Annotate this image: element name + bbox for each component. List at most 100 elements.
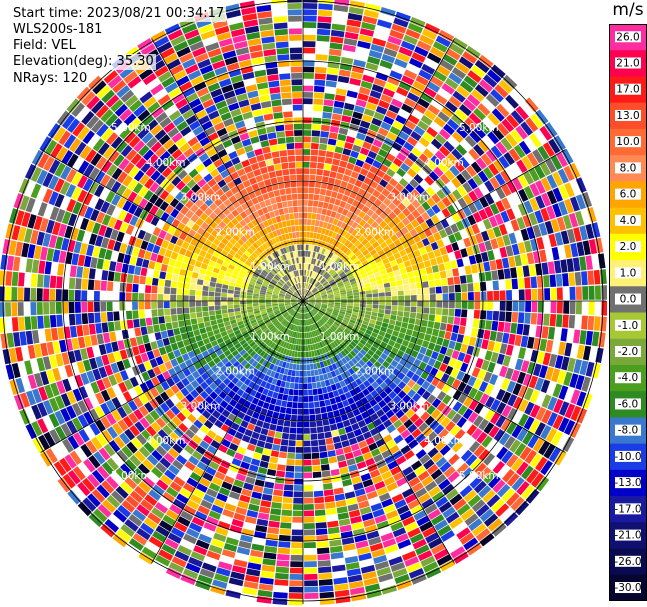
radar-gate xyxy=(142,334,150,344)
radar-gate xyxy=(394,499,407,510)
radar-gate xyxy=(242,352,250,359)
radar-gate xyxy=(564,387,575,403)
radar-gate xyxy=(246,295,253,299)
radar-gate xyxy=(164,279,172,288)
radar-gate xyxy=(316,426,324,434)
radar-gate xyxy=(291,529,303,536)
radar-gate xyxy=(387,255,396,262)
radar-gate xyxy=(362,345,370,353)
radar-gate xyxy=(407,527,421,538)
radar-gate xyxy=(199,268,207,275)
radar-gate xyxy=(424,228,433,238)
radar-gate xyxy=(522,265,530,277)
radar-gate xyxy=(333,291,340,295)
radar-gate xyxy=(359,367,367,375)
radar-gate xyxy=(219,365,228,373)
radar-gate xyxy=(454,360,463,370)
radar-gate xyxy=(407,114,420,125)
radar-gate xyxy=(421,190,431,201)
radar-gate xyxy=(178,422,189,433)
radar-gate xyxy=(365,266,372,273)
radar-gate xyxy=(87,279,95,291)
radar-gate xyxy=(340,413,349,422)
radar-gate xyxy=(501,118,515,133)
radar-gate xyxy=(290,548,303,555)
radar-gate xyxy=(278,339,283,346)
radar-gate xyxy=(448,95,462,108)
radar-gate xyxy=(499,290,506,301)
radar-gate xyxy=(555,273,563,287)
radar-gate xyxy=(448,285,455,293)
radar-gate xyxy=(391,404,401,414)
radar-gate xyxy=(288,308,294,313)
radar-gate xyxy=(332,273,339,279)
radar-gate xyxy=(399,327,407,334)
radar-gate xyxy=(376,486,389,496)
radar-gate xyxy=(334,146,344,154)
radar-gate xyxy=(410,504,424,516)
radar-gate xyxy=(512,396,524,410)
radar-gate xyxy=(341,230,348,237)
radar-gate xyxy=(361,512,374,522)
radar-gate xyxy=(360,425,370,434)
radar-gate xyxy=(88,323,96,335)
radar-gate xyxy=(145,309,152,318)
radar-gate xyxy=(506,301,513,312)
radar-gate xyxy=(424,480,438,492)
radar-gate xyxy=(228,491,241,500)
radar-gate xyxy=(160,381,170,391)
radar-gate xyxy=(408,568,425,579)
radar-gate xyxy=(214,471,226,481)
radar-gate xyxy=(395,533,409,544)
radar-gate xyxy=(434,314,442,323)
radar-gate xyxy=(585,255,593,270)
radar-gate xyxy=(124,428,136,441)
radar-gate xyxy=(325,501,336,509)
radar-gate xyxy=(289,573,303,580)
radar-gate xyxy=(334,305,341,309)
radar-gate xyxy=(236,546,251,556)
radar-gate xyxy=(289,567,303,574)
radar-gate xyxy=(255,524,268,533)
radar-gate xyxy=(308,303,315,307)
radar-gate xyxy=(341,439,350,448)
radar-gate xyxy=(460,283,468,293)
radar-gate xyxy=(342,478,353,487)
radar-gate xyxy=(304,586,319,593)
radar-gate xyxy=(393,471,405,482)
radar-gate xyxy=(362,214,371,222)
radar-gate xyxy=(558,201,568,216)
radar-gate xyxy=(122,403,133,415)
radar-gate xyxy=(31,259,40,274)
radar-gate xyxy=(392,395,402,405)
radar-gate xyxy=(518,347,527,360)
radar-gate xyxy=(176,253,185,262)
radar-gate xyxy=(307,200,314,207)
radar-gate xyxy=(337,235,344,243)
radar-gate xyxy=(443,140,455,153)
radar-gate xyxy=(425,532,440,544)
radar-gate xyxy=(517,203,528,216)
radar-gate xyxy=(448,301,455,309)
radar-gate xyxy=(162,337,171,346)
radar-gate xyxy=(221,309,228,314)
radar-gate xyxy=(368,536,382,546)
radar-gate xyxy=(367,376,375,385)
radar-gate xyxy=(389,70,403,81)
radar-gate xyxy=(282,374,288,382)
radar-gate xyxy=(320,308,326,313)
radar-gate xyxy=(442,123,455,136)
radar-gate xyxy=(438,263,446,272)
radar-gate xyxy=(143,441,155,454)
radar-gate xyxy=(168,464,180,476)
radar-gate xyxy=(332,255,339,262)
radar-gate xyxy=(116,449,129,463)
radar-gate xyxy=(237,425,247,434)
radar-gate xyxy=(526,226,536,240)
radar-gate xyxy=(448,308,455,317)
radar-gate xyxy=(227,373,235,381)
radar-gate xyxy=(182,301,189,308)
radar-gate xyxy=(509,439,521,453)
radar-gate xyxy=(457,239,466,250)
radar-gate xyxy=(68,313,76,326)
